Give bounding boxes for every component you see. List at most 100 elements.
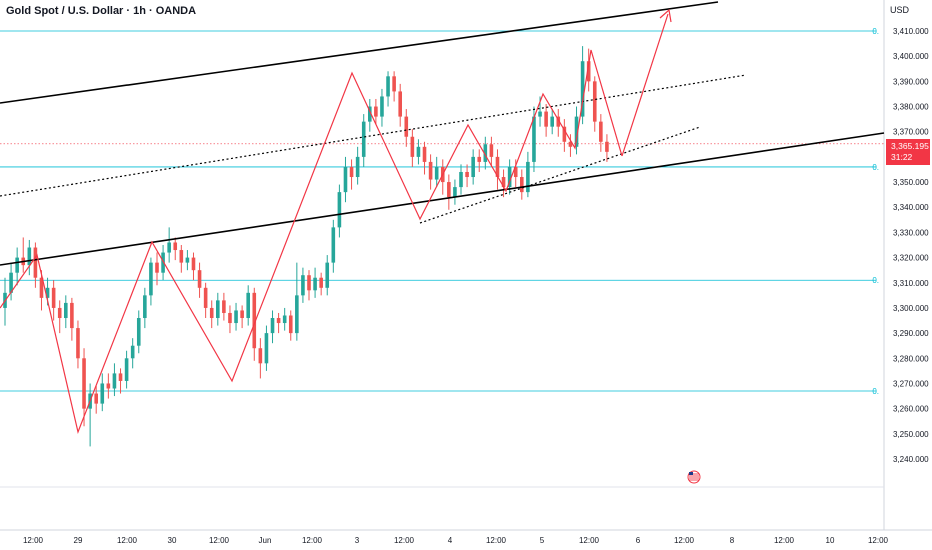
candle-body[interactable]	[586, 61, 591, 82]
upper-channel-line[interactable]	[0, 1, 719, 104]
candle-body[interactable]	[240, 310, 244, 319]
candle-body[interactable]	[70, 302, 74, 329]
candle-body[interactable]	[477, 156, 482, 162]
candle-body[interactable]	[544, 111, 548, 127]
candle-body[interactable]	[155, 262, 159, 273]
us-flag-icon[interactable]	[687, 470, 701, 484]
candle-body[interactable]	[106, 383, 111, 389]
candle-body[interactable]	[39, 277, 44, 298]
candle-body[interactable]	[526, 161, 530, 193]
candle-body[interactable]	[416, 146, 421, 157]
candle-body[interactable]	[252, 292, 257, 349]
candle-body[interactable]	[592, 81, 597, 122]
candle-body[interactable]	[386, 76, 390, 97]
candle-body[interactable]	[136, 318, 141, 346]
candle-body[interactable]	[191, 257, 196, 271]
candle-body[interactable]	[179, 250, 184, 263]
candle-body[interactable]	[82, 358, 86, 409]
candle-body[interactable]	[112, 373, 117, 389]
candle-body[interactable]	[349, 166, 354, 178]
candle-body[interactable]	[130, 345, 135, 359]
candle-body[interactable]	[574, 116, 579, 147]
candle-body[interactable]	[459, 171, 463, 188]
candle-body[interactable]	[447, 182, 451, 198]
lower-channel-line[interactable]	[0, 132, 885, 266]
candle-body[interactable]	[258, 348, 263, 364]
candle-body[interactable]	[246, 292, 250, 319]
candle-body[interactable]	[185, 257, 190, 263]
candle-body[interactable]	[295, 295, 299, 334]
candle-body[interactable]	[282, 315, 287, 324]
candle-body[interactable]	[434, 166, 439, 180]
candle-body[interactable]	[471, 156, 475, 178]
candle-body[interactable]	[9, 272, 13, 293]
candle-body[interactable]	[520, 177, 524, 193]
candle-body[interactable]	[15, 257, 19, 273]
candle-body[interactable]	[556, 116, 561, 127]
candle-body[interactable]	[422, 146, 427, 162]
candle-body[interactable]	[27, 247, 32, 266]
candle-body[interactable]	[599, 121, 603, 142]
candle-body[interactable]	[143, 295, 147, 319]
candle-body[interactable]	[380, 96, 384, 117]
candle-body[interactable]	[507, 166, 512, 188]
candle-body[interactable]	[222, 300, 226, 313]
candle-body[interactable]	[94, 393, 98, 404]
candle-body[interactable]	[301, 275, 305, 296]
currency-label[interactable]: USD	[890, 5, 910, 15]
candle-body[interactable]	[398, 91, 402, 117]
candle-body[interactable]	[197, 270, 202, 288]
candle-body[interactable]	[343, 166, 348, 193]
candle-body[interactable]	[209, 307, 214, 319]
candle-body[interactable]	[580, 61, 585, 117]
candle-body[interactable]	[562, 126, 567, 142]
candle-body[interactable]	[167, 242, 171, 253]
candle-body[interactable]	[234, 310, 238, 324]
candle-body[interactable]	[216, 300, 220, 319]
candle-body[interactable]	[532, 116, 536, 162]
candle-body[interactable]	[325, 262, 330, 288]
candle-body[interactable]	[173, 242, 178, 251]
candle-body[interactable]	[605, 141, 609, 152]
candle-body[interactable]	[501, 177, 506, 188]
candle-body[interactable]	[33, 247, 38, 278]
candle-body[interactable]	[489, 144, 494, 157]
candle-body[interactable]	[410, 136, 415, 157]
candle-body[interactable]	[337, 192, 342, 228]
candle-body[interactable]	[57, 307, 62, 319]
candle-body[interactable]	[428, 161, 433, 180]
zigzag-pattern[interactable]	[0, 49, 623, 435]
candle-body[interactable]	[319, 277, 323, 288]
candle-body[interactable]	[453, 187, 457, 198]
candle-body[interactable]	[483, 144, 488, 162]
candle-body[interactable]	[45, 287, 50, 298]
candle-body[interactable]	[513, 166, 518, 178]
candle-body[interactable]	[118, 373, 123, 381]
candle-body[interactable]	[149, 262, 153, 296]
candle-body[interactable]	[495, 156, 500, 178]
candle-body[interactable]	[51, 287, 56, 308]
candle-body[interactable]	[276, 318, 281, 324]
candle-body[interactable]	[550, 116, 554, 127]
candle-body[interactable]	[404, 116, 409, 137]
candle-body[interactable]	[538, 111, 542, 117]
candle-body[interactable]	[313, 277, 317, 291]
candle-body[interactable]	[64, 302, 68, 319]
candle-body[interactable]	[331, 227, 336, 263]
candle-body[interactable]	[203, 287, 208, 308]
candle-body[interactable]	[76, 328, 80, 359]
candle-body[interactable]	[568, 141, 573, 147]
candle-body[interactable]	[465, 171, 469, 178]
candle-body[interactable]	[288, 315, 293, 334]
candle-body[interactable]	[124, 358, 129, 381]
candle-body[interactable]	[361, 121, 366, 157]
candle-body[interactable]	[264, 333, 269, 364]
candle-body[interactable]	[228, 312, 232, 324]
mid-channel-line[interactable]	[0, 74, 747, 197]
projection-arrow[interactable]	[621, 13, 669, 157]
candle-body[interactable]	[392, 76, 396, 92]
candle-body[interactable]	[374, 106, 378, 117]
candle-body[interactable]	[368, 106, 372, 122]
candle-body[interactable]	[161, 252, 165, 273]
